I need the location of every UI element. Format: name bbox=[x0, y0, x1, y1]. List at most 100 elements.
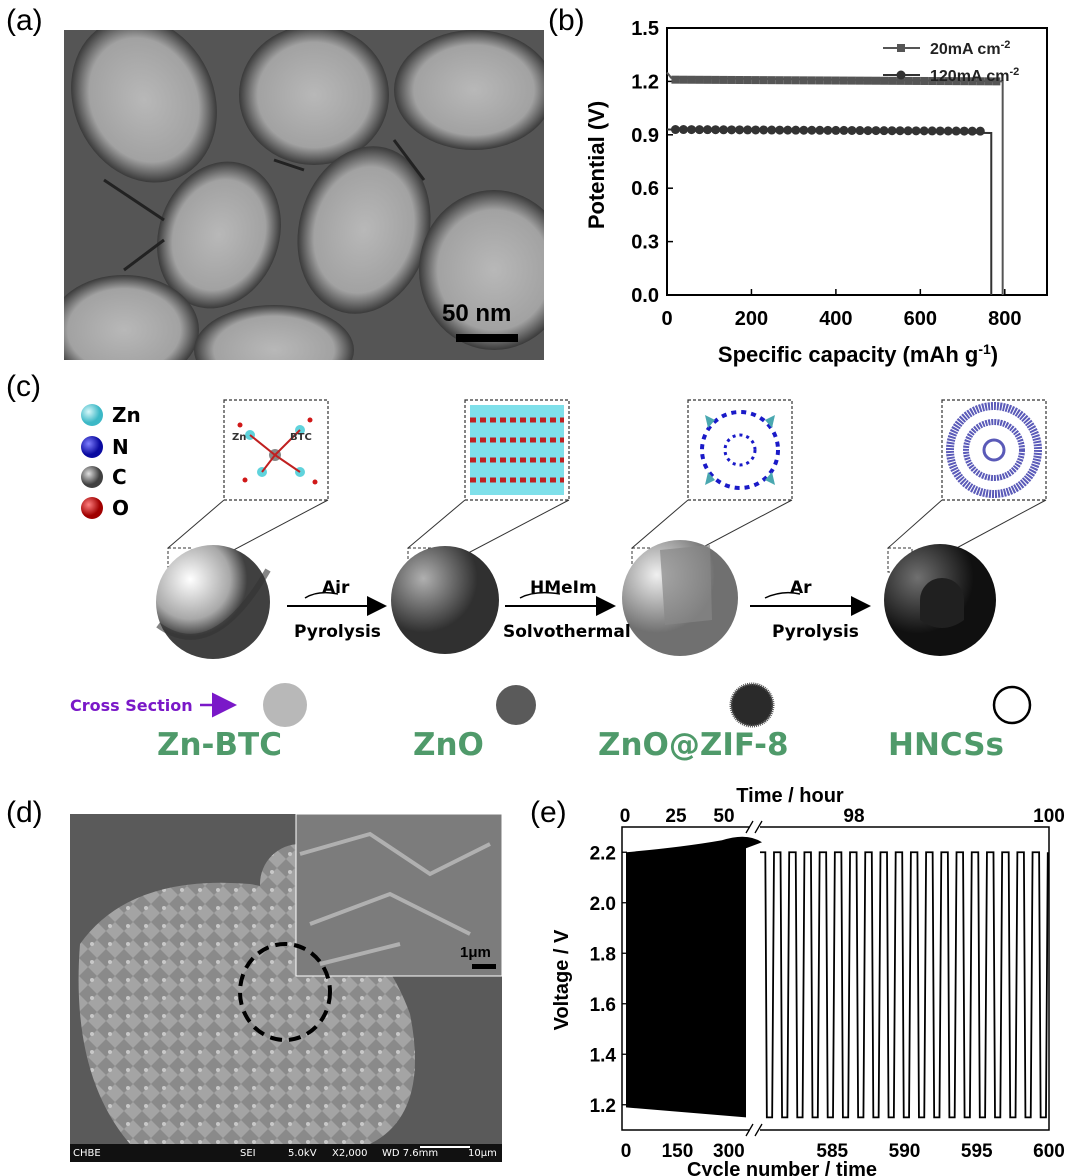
chart-b-ylabel: Potential (V) bbox=[584, 101, 609, 229]
n-atom-icon bbox=[81, 436, 103, 458]
chart-b-marker-1-343 bbox=[807, 125, 817, 135]
chart-b-marker-1-704 bbox=[959, 126, 969, 136]
chart-e-ytick-label-3: 1.8 bbox=[590, 944, 616, 965]
chart-b-marker-0-286 bbox=[783, 76, 792, 85]
inset-carbon-framework bbox=[946, 402, 1042, 498]
chart-b-marker-1-134 bbox=[719, 125, 729, 135]
chart-b-marker-1-229 bbox=[759, 125, 769, 135]
stage-hncs: HNCSs bbox=[888, 727, 1004, 763]
chart-b-marker-1-590 bbox=[911, 126, 921, 136]
chart-b-marker-0-210 bbox=[751, 76, 760, 85]
chart-b-ytick-label-4: 1.2 bbox=[631, 71, 659, 93]
cross-section-zn-btc bbox=[263, 683, 307, 727]
arrow3-bottom: Pyrolysis bbox=[772, 622, 859, 642]
chart-b-marker-1-210 bbox=[751, 125, 761, 135]
chart-e-dense-cycling-block bbox=[626, 836, 762, 1118]
chart-b-marker-1-77 bbox=[695, 125, 705, 135]
chart-e-break-bottom bbox=[745, 1123, 763, 1137]
chart-b-marker-0-305 bbox=[791, 76, 800, 85]
chart-b-marker-1-647 bbox=[935, 126, 945, 136]
chart-b-marker-0-628 bbox=[928, 77, 937, 86]
chart-b-marker-1-495 bbox=[871, 126, 881, 136]
inset-zn-btc: Zn BTC bbox=[232, 417, 318, 485]
chart-b-legend-text-0: 20mA cm-2 bbox=[930, 39, 1010, 58]
chart-b-marker-1-286 bbox=[783, 125, 793, 135]
chart-e-xtick-right-2: 595 bbox=[961, 1141, 993, 1162]
chart-e-top-tick-left-0: 0 bbox=[620, 806, 631, 827]
chart-e-ytick-label-2: 1.6 bbox=[590, 995, 616, 1016]
cross-section-zno-zif8 bbox=[729, 682, 775, 728]
chart-b-ytick-label-0: 0.0 bbox=[631, 285, 659, 307]
chart-b-marker-0-172 bbox=[735, 76, 744, 85]
chart-b-marker-1-191 bbox=[743, 125, 753, 135]
panel-label-d: (d) bbox=[6, 796, 43, 829]
chart-b-marker-1-476 bbox=[863, 126, 873, 136]
chart-b-ytick-label-3: 0.9 bbox=[631, 125, 659, 147]
chart-b-xtick-label-2: 400 bbox=[819, 308, 852, 330]
chart-b-marker-1-400 bbox=[831, 125, 841, 135]
chart-e-break-top-gap bbox=[750, 821, 760, 833]
chart-b-marker-1-685 bbox=[951, 126, 961, 136]
sem-kv: 5.0kV bbox=[288, 1148, 317, 1159]
chart-b-marker-0-248 bbox=[767, 76, 776, 85]
chart-b-marker-0-533 bbox=[888, 76, 897, 85]
chart-b-marker-1-115 bbox=[711, 125, 721, 135]
chart-b-xtick-label-0: 0 bbox=[661, 308, 672, 330]
chart-b-xtick-label-3: 600 bbox=[904, 308, 937, 330]
arrow2-bottom: Solvothermal bbox=[503, 622, 631, 642]
sem-info-bar: CHBE SEI 5.0kV X2,000 WD 7.6mm 10μm bbox=[70, 1145, 502, 1162]
stage-names: Zn-BTC ZnO ZnO@ZIF-8 HNCSs bbox=[157, 727, 1004, 763]
chart-b-marker-1-742 bbox=[975, 126, 985, 136]
inset-zn-text: Zn bbox=[232, 432, 246, 443]
chart-b-marker-0-457 bbox=[855, 76, 864, 85]
legend-c: C bbox=[112, 465, 127, 489]
chart-e-frame bbox=[621, 826, 1050, 1131]
sem-lab: CHBE bbox=[73, 1148, 101, 1159]
chart-b-marker-0-495 bbox=[872, 76, 880, 85]
chart-e-top-tick-left-2: 50 bbox=[713, 806, 734, 827]
stage-zn-btc: Zn-BTC bbox=[157, 727, 282, 763]
chart-b-marker-1-533 bbox=[887, 126, 897, 136]
cross-section-zno bbox=[496, 685, 536, 725]
tem-scalebar-label: 50 nm bbox=[442, 300, 512, 327]
sem-mag: X2,000 bbox=[332, 1148, 368, 1159]
chart-e-xtick-left-1: 150 bbox=[662, 1141, 694, 1162]
chart-b-marker-0-153 bbox=[727, 75, 736, 84]
chart-b-marker-1-628 bbox=[927, 126, 937, 136]
chart-b-marker-1-172 bbox=[735, 125, 745, 135]
inset-zno-lattice bbox=[470, 405, 564, 495]
chart-e-xtick-right-3: 600 bbox=[1033, 1141, 1065, 1162]
chart-b-marker-1-438 bbox=[847, 125, 857, 135]
c-atom-icon bbox=[81, 466, 103, 488]
chart-b-ytick-label-5: 1.5 bbox=[631, 18, 659, 40]
arrow3-top: Ar bbox=[790, 578, 812, 598]
chart-b-marker-1-552 bbox=[895, 126, 905, 136]
legend-n: N bbox=[112, 435, 129, 459]
chart-b-marker-0-115 bbox=[711, 75, 720, 84]
chart-b-marker-0-704 bbox=[960, 77, 969, 86]
chart-b-marker-0-552 bbox=[896, 76, 905, 85]
chart-b-frame bbox=[666, 27, 1048, 296]
chart-b-marker-0-742 bbox=[976, 77, 985, 86]
chart-b-xtick-label-4: 800 bbox=[988, 308, 1021, 330]
chart-b-marker-0-20 bbox=[671, 75, 680, 84]
chart-b-marker-0-647 bbox=[936, 77, 945, 86]
chart-b-marker-1-248 bbox=[767, 125, 777, 135]
tem-image-drawing bbox=[64, 30, 544, 360]
chart-b-marker-0-609 bbox=[920, 76, 929, 85]
stage-zno: ZnO bbox=[413, 727, 484, 763]
panel-label-b: (b) bbox=[548, 4, 585, 37]
chart-b-marker-0-590 bbox=[912, 76, 921, 85]
chart-b-marker-0-438 bbox=[847, 76, 856, 85]
chart-b-marker-0-476 bbox=[863, 76, 872, 85]
sem-wd: WD 7.6mm bbox=[382, 1148, 439, 1159]
chart-b-marker-1-39 bbox=[678, 125, 688, 135]
stage-zno-zif8: ZnO@ZIF-8 bbox=[598, 727, 789, 763]
chart-b-marker-1-666 bbox=[943, 126, 953, 136]
arrow1-bottom: Pyrolysis bbox=[294, 622, 381, 642]
chart-b-marker-0-362 bbox=[815, 76, 824, 85]
chart-e-ytick-label-4: 2.0 bbox=[590, 894, 616, 915]
chart-e-break-bottom-gap bbox=[750, 1124, 760, 1136]
sem-mode: SEI bbox=[240, 1148, 256, 1159]
inset-zif8 bbox=[700, 410, 780, 490]
